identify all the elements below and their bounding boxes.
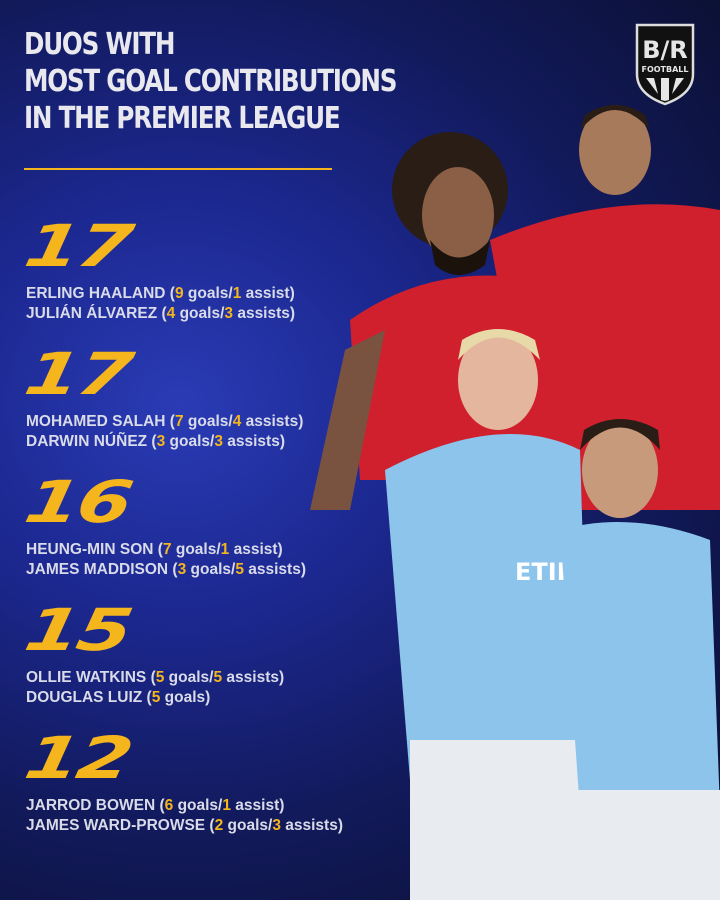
svg-text:FOOTBALL: FOOTBALL (641, 65, 688, 74)
stat-text: goals/ (175, 305, 225, 322)
stat-text: JAMES WARD-PROWSE ( (26, 817, 215, 834)
player-stat-line: OLLIE WATKINS (5 goals/5 assists) (26, 668, 284, 688)
stat-text: goals/ (164, 669, 214, 686)
stat-text: goals/ (183, 285, 233, 302)
stat-text: assists) (233, 305, 296, 322)
stat-text: assist) (229, 541, 283, 558)
stat-text: goals/ (223, 817, 273, 834)
stat-number: 5 (213, 669, 223, 686)
stat-text: JAMES MADDISON ( (26, 561, 178, 578)
stat-number: 1 (232, 285, 242, 302)
ranking-entry: 15 OLLIE WATKINS (5 goals/5 assists) DOUGL… (20, 596, 285, 708)
ranking-entry: 16 HEUNG-MIN SON (7 goals/1 assist) JAMES … (20, 468, 306, 580)
contribution-total: 17 (19, 212, 137, 280)
stat-text: goals/ (173, 797, 223, 814)
stat-text: goals/ (165, 433, 215, 450)
headline-line: MOST GOAL CONTRIBUTIONS (24, 64, 397, 99)
stat-text: ERLING HAALAND ( (26, 285, 175, 302)
stat-text: goals) (160, 689, 211, 706)
stat-number: 3 (156, 433, 166, 450)
ranking-entry: 12 JARROD BOWEN (6 goals/1 assist) JAMES W… (20, 724, 343, 836)
stat-number: 9 (174, 285, 184, 302)
stat-number: 4 (166, 305, 176, 322)
stat-number: 4 (232, 413, 242, 430)
stat-text: JARROD BOWEN ( (26, 797, 165, 814)
player-stat-line: ERLING HAALAND (9 goals/1 assist) (26, 284, 295, 304)
stat-text: DARWIN NÚÑEZ ( (26, 433, 157, 450)
stat-number: 1 (220, 541, 230, 558)
title-underline (24, 168, 332, 170)
stat-text: goals/ (183, 413, 233, 430)
stat-number: 3 (224, 305, 234, 322)
stat-number: 3 (272, 817, 281, 834)
stat-number: 3 (214, 433, 223, 450)
player-stat-line: JAMES MADDISON (3 goals/5 assists) (26, 560, 306, 580)
stat-number: 5 (151, 689, 161, 706)
stat-number: 1 (222, 797, 231, 814)
contribution-total: 12 (19, 724, 137, 792)
player-haaland: ETIHAD (385, 329, 615, 900)
stat-text: JULIÁN ÁLVAREZ ( (26, 305, 167, 322)
stat-text: OLLIE WATKINS ( (26, 669, 156, 686)
stat-text: assists) (222, 433, 285, 450)
stat-text: DOUGLAS LUIZ ( (26, 689, 152, 706)
stat-number: 6 (164, 797, 174, 814)
stat-text: assists) (280, 817, 343, 834)
player-stat-line: DOUGLAS LUIZ (5 goals) (26, 688, 284, 708)
player-alvarez (560, 419, 720, 900)
contribution-total: 17 (19, 340, 137, 408)
stat-number: 5 (155, 669, 165, 686)
stat-number: 7 (174, 413, 184, 430)
stat-text: goals/ (171, 541, 221, 558)
ranking-entry: 17 MOHAMED SALAH (7 goals/4 assists) DARWI… (20, 340, 304, 452)
headline-line: IN THE PREMIER LEAGUE (24, 101, 341, 136)
headline-line: DUOS WITH (24, 27, 175, 62)
br-football-logo: B/R FOOTBALL (635, 23, 695, 106)
stat-text: assist) (241, 285, 295, 302)
player-stat-line: JARROD BOWEN (6 goals/1 assist) (26, 796, 343, 816)
stat-number: 2 (214, 817, 224, 834)
player-stat-line: JULIÁN ÁLVAREZ (4 goals/3 assists) (26, 304, 295, 324)
ranking-entry: 17 ERLING HAALAND (9 goals/1 assist) JULIÁ… (20, 212, 296, 324)
player-stat-line: HEUNG-MIN SON (7 goals/1 assist) (26, 540, 306, 560)
stat-text: assists) (241, 413, 304, 430)
stat-text: assists) (222, 669, 285, 686)
player-stat-line: DARWIN NÚÑEZ (3 goals/3 assists) (26, 432, 303, 452)
player-stat-line: MOHAMED SALAH (7 goals/4 assists) (26, 412, 303, 432)
player-stat-line: JAMES WARD-PROWSE (2 goals/3 assists) (26, 816, 343, 836)
svg-text:B/R: B/R (642, 36, 688, 64)
stat-text: MOHAMED SALAH ( (26, 413, 175, 430)
contribution-total: 15 (19, 596, 137, 664)
stat-text: assists) (243, 561, 306, 578)
stat-number: 3 (177, 561, 187, 578)
headline: DUOS WITH MOST GOAL CONTRIBUTIONS IN THE… (24, 26, 409, 137)
stat-text: assist) (231, 797, 285, 814)
players-photo: ETIHAD (310, 105, 720, 900)
stat-text: goals/ (186, 561, 236, 578)
stat-number: 5 (235, 561, 244, 578)
contribution-total: 16 (19, 468, 137, 536)
stat-number: 7 (162, 541, 172, 558)
stat-text: HEUNG-MIN SON ( (26, 541, 163, 558)
